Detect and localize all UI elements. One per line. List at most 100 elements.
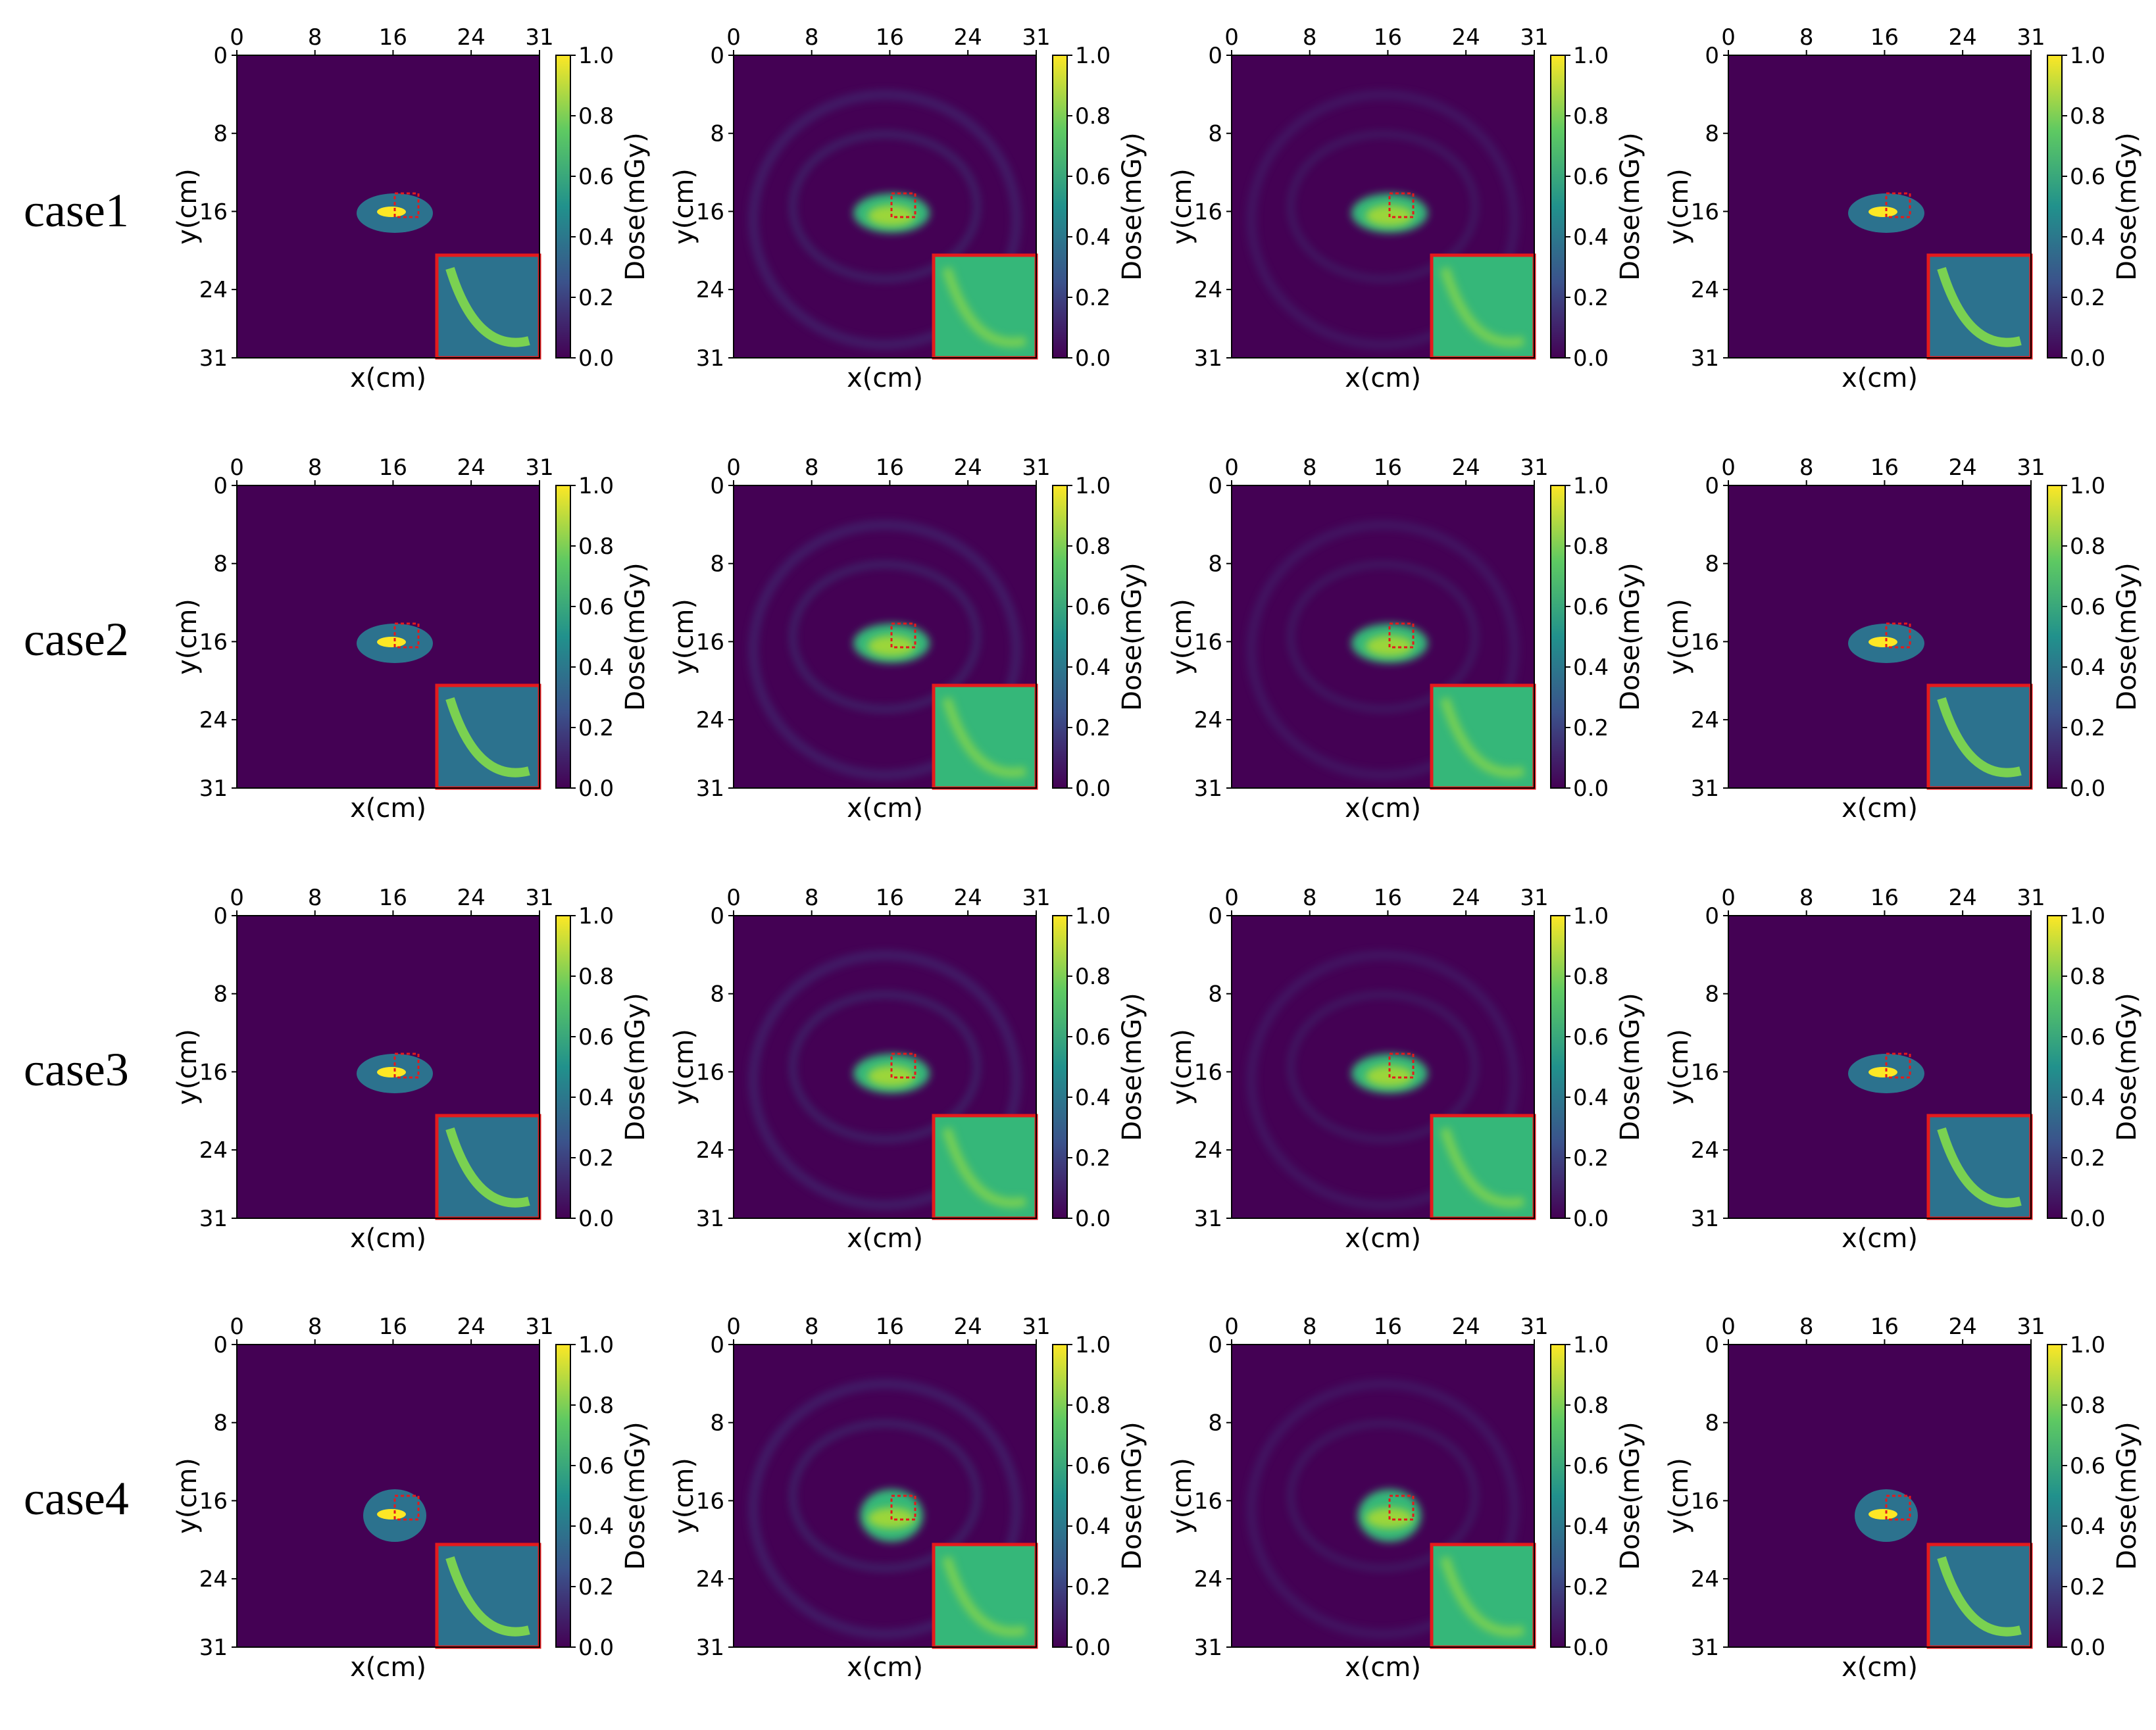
y-tick-label: 8 [1208,981,1222,1008]
inset-structure [445,1556,530,1637]
inset-structure [445,1127,530,1208]
x-tick-label: 8 [1303,24,1317,51]
y-tick-label: 31 [1194,1206,1222,1232]
artifact-ring [790,1420,980,1571]
colorbar-label: Dose(mGy) [1117,562,1147,711]
y-tick-label: 8 [1208,1410,1222,1437]
colorbar-tick-label: 0.4 [1075,655,1111,681]
inset-structure [1937,1556,2022,1637]
x-tick-label: 8 [1799,24,1814,51]
y-tick-label: 8 [710,551,724,578]
heatmap-panel: 0 8 16 24 31 0 8 16 24 31 x(cm) y(cm) 0.0 0.2 0.4 0.6 0.… [669,20,1234,441]
colorbar-label: Dose(mGy) [1615,993,1645,1141]
y-axis-label: y(cm) [172,168,203,245]
artifact-ring [790,131,980,282]
x-tick-label: 0 [230,885,244,911]
colorbar [1550,55,1566,358]
x-tick-label: 16 [1870,1314,1899,1340]
colorbar-tick-label: 0.0 [1573,776,1609,802]
y-tick-label: 16 [696,1059,724,1085]
colorbar-tick-label: 1.0 [2070,1332,2105,1358]
inset-structure [1937,697,2022,778]
y-tick-label: 24 [696,1566,724,1593]
colorbar-tick-label: 0.6 [1573,594,1609,620]
inset-structure [942,266,1027,347]
colorbar-label: Dose(mGy) [2112,132,2142,281]
x-tick-label: 16 [876,455,904,481]
colorbar [555,485,571,789]
x-tick-label: 24 [1451,455,1480,481]
artifact-ring [749,951,1021,1210]
x-tick-label: 31 [2017,1314,2045,1340]
x-tick-label: 24 [953,455,982,481]
inset-structure [1937,1127,2022,1208]
x-tick-label: 0 [726,885,741,911]
y-tick-label: 31 [1691,1635,1719,1661]
colorbar-tick-label: 0.2 [578,1574,614,1600]
colorbar [1052,55,1068,358]
colorbar-tick-label: 0.6 [2070,164,2105,190]
x-tick-label: 31 [1022,885,1050,911]
colorbar-tick-label: 0.8 [1573,533,1609,560]
y-axis-label: y(cm) [1664,599,1694,675]
roi-marker [890,192,916,218]
artifact-ring [749,1379,1021,1639]
x-tick-label: 8 [1303,455,1317,481]
roi-marker [1388,192,1415,218]
figure: case1 case2 case3 case4 0 8 16 24 31 0 8 16 24 31… [24,20,2156,1683]
y-tick-label: 24 [1194,707,1222,733]
colorbar [1052,1344,1068,1648]
x-tick-label: 24 [953,24,982,51]
roi-marker [1388,622,1415,649]
colorbar-tick-label: 0.4 [2070,224,2105,251]
x-axis-label: x(cm) [1345,363,1421,393]
colorbar-tick-label: 1.0 [1075,903,1111,929]
inset-structure [445,266,530,347]
colorbar-tick-label: 0.4 [2070,1514,2105,1540]
y-tick-label: 8 [213,1410,228,1437]
heatmap-svg: 0 8 16 24 31 0 8 16 24 31 x(cm) y(cm) 0.0 0.2 0.4 0.6 0.… [669,24,1147,393]
colorbar-tick-label: 0.6 [578,594,614,620]
x-tick-label: 16 [876,24,904,51]
plot-frame [733,915,1037,1219]
x-tick-label: 8 [805,455,819,481]
colorbar-tick-label: 0.2 [578,285,614,311]
x-tick-label: 0 [230,455,244,481]
y-tick-label: 24 [696,707,724,733]
y-tick-label: 31 [199,776,228,802]
x-tick-label: 24 [1451,885,1480,911]
colorbar-tick-label: 0.8 [2070,964,2105,990]
artifact-ring [1288,991,1478,1143]
x-tick-label: 24 [457,1314,485,1340]
y-tick-label: 0 [1208,1332,1222,1358]
colorbar-tick-label: 0.6 [1075,1453,1111,1479]
roi-marker [393,192,420,218]
y-tick-label: 31 [696,1206,724,1232]
heatmap-svg: 0 8 16 24 31 0 8 16 24 31 x(cm) y(cm) 0.0 0.2 0.4 0.6 0.… [172,1314,651,1683]
plot-frame [733,55,1037,358]
artifact-ring [1247,90,1519,349]
colorbar-tick-label: 0.2 [1573,1574,1609,1600]
y-axis-label: y(cm) [1167,1029,1197,1105]
x-axis-label: x(cm) [1842,793,1918,824]
inset-structure [1440,1556,1525,1637]
dose-hotspot [1868,1509,1897,1520]
colorbar-tick-label: 0.2 [1075,285,1111,311]
colorbar [2047,485,2063,789]
x-tick-label: 8 [805,885,819,911]
heatmap-panel: 0 8 16 24 31 0 8 16 24 31 x(cm) y(cm) 0.0 0.2 0.4 0.6 0.… [1664,20,2156,441]
y-tick-label: 0 [213,1332,228,1358]
colorbar-tick-label: 0.6 [1573,164,1609,190]
x-axis-label: x(cm) [847,793,923,824]
x-tick-label: 24 [1948,455,1976,481]
roi-marker [1885,1495,1911,1521]
y-tick-label: 0 [1208,43,1222,69]
roi-marker [393,1495,420,1521]
x-tick-label: 8 [308,24,322,51]
colorbar-tick-label: 0.6 [578,164,614,190]
y-tick-label: 24 [1691,707,1719,733]
colorbar [1550,1344,1566,1648]
roi-marker [393,1052,420,1079]
x-tick-label: 31 [2017,455,2045,481]
roi-marker [1388,1495,1415,1521]
